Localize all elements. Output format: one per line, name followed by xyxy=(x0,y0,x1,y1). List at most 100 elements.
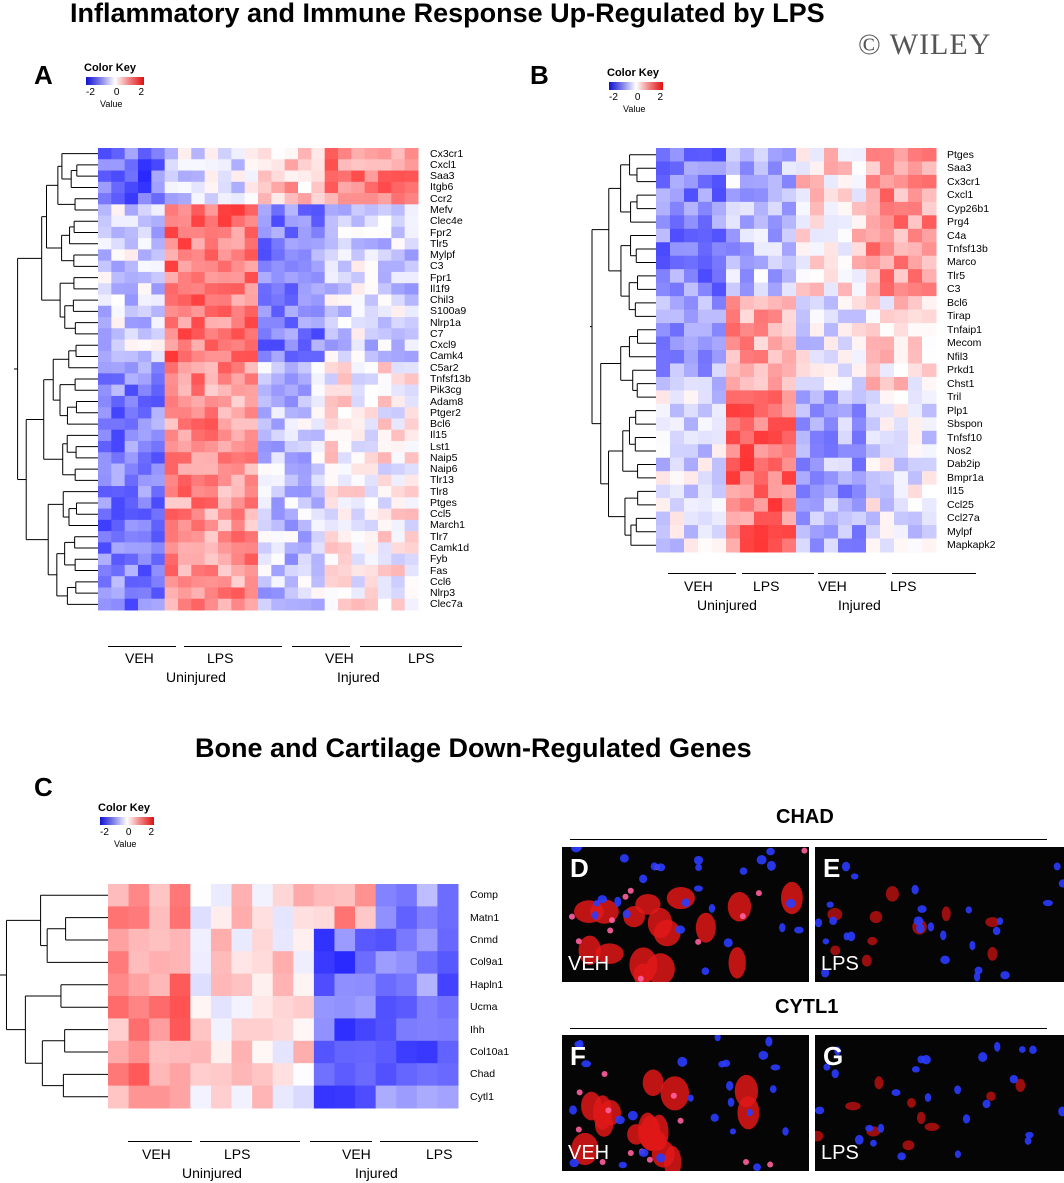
figure-title-top: Inflammatory and Immune Response Up-Regu… xyxy=(70,0,825,28)
gene-label: Ptges xyxy=(430,496,457,509)
heatmap-cell xyxy=(138,553,152,566)
heatmap-cell xyxy=(128,973,150,997)
heatmap-cell xyxy=(768,363,783,378)
heatmap-cell xyxy=(164,159,179,172)
heatmap-cell xyxy=(880,296,895,311)
heatmap-cell xyxy=(740,269,755,284)
cell xyxy=(902,1140,915,1151)
heatmap-cell xyxy=(852,511,867,526)
heatmap-cell xyxy=(218,226,232,239)
heatmap-cell xyxy=(252,1018,274,1042)
heatmap-cell xyxy=(298,429,312,442)
heatmap-cell xyxy=(351,497,366,510)
heatmap-cell xyxy=(151,452,166,465)
heatmap-cell xyxy=(338,463,352,476)
heatmap-cell xyxy=(782,498,797,513)
cell xyxy=(897,1152,906,1161)
heatmap-cell xyxy=(894,336,909,351)
cell xyxy=(841,861,851,872)
heatmap-cell xyxy=(404,226,419,239)
heatmap-cell xyxy=(258,159,272,172)
heatmap-cell xyxy=(324,305,339,318)
heatmap-cell xyxy=(364,373,379,386)
heatmap-cell xyxy=(378,564,392,577)
heatmap-cell xyxy=(880,255,895,270)
heatmap-cell xyxy=(351,317,366,329)
heatmap-cell xyxy=(271,384,286,397)
heatmap-cell xyxy=(298,238,312,250)
heatmap-cell xyxy=(151,440,166,453)
heatmap-cell xyxy=(908,390,923,405)
group-line xyxy=(292,646,350,647)
heatmap-cell xyxy=(838,323,853,338)
heatmap-cell xyxy=(796,350,811,364)
heatmap-cell xyxy=(164,226,179,239)
heatmap-cell xyxy=(908,148,923,162)
heatmap-cell xyxy=(218,249,232,262)
heatmap-cell xyxy=(111,519,126,532)
heatmap-cell xyxy=(271,350,286,363)
cell xyxy=(571,847,582,853)
heatmap-cell xyxy=(324,260,339,273)
heatmap-cell xyxy=(124,339,139,352)
color-key-b: Color Key -2 0 2 Value xyxy=(607,67,669,114)
heatmap-cell xyxy=(151,531,166,543)
heatmap-cell xyxy=(311,159,326,172)
heatmap-cell xyxy=(391,463,406,476)
heatmap-cell xyxy=(351,362,366,374)
heatmap-cell xyxy=(782,269,797,284)
cell xyxy=(619,854,629,863)
heatmap-cell xyxy=(754,161,769,176)
heatmap-cell xyxy=(378,429,392,442)
gene-label: Lst1 xyxy=(430,440,450,453)
cell xyxy=(865,1124,874,1132)
heatmap-cell xyxy=(298,305,312,318)
heatmap-cell xyxy=(894,457,909,472)
heatmap-cell xyxy=(258,226,272,239)
heatmap-cell xyxy=(272,928,294,952)
heatmap-cell xyxy=(378,339,392,352)
heatmap-cell xyxy=(111,170,126,183)
heatmap-cell xyxy=(838,255,853,270)
panel-letter-g: G xyxy=(823,1041,844,1071)
heatmap-cell xyxy=(293,928,315,952)
heatmap-cell xyxy=(204,440,219,453)
heatmap-cell xyxy=(204,260,219,273)
cell xyxy=(622,893,629,900)
cell xyxy=(845,1101,861,1111)
heatmap-cell xyxy=(391,339,406,352)
heatmap-cell xyxy=(866,350,881,364)
heatmap-cell xyxy=(128,951,150,975)
heatmap-cell xyxy=(178,294,192,307)
heatmap-cell xyxy=(258,260,272,273)
gene-label: Tlr7 xyxy=(430,530,449,543)
heatmap-cell xyxy=(284,440,299,453)
heatmap-cell xyxy=(824,511,839,526)
heatmap-cell xyxy=(908,525,923,540)
heatmap-cell xyxy=(338,339,352,352)
heatmap-cell xyxy=(782,403,797,418)
heatmap-cell xyxy=(726,201,741,216)
heatmap-cell xyxy=(272,906,294,930)
heatmap-cell xyxy=(922,430,937,445)
heatmap-cell xyxy=(124,598,139,611)
heatmap-cell xyxy=(824,498,839,513)
condition-veh: VEH xyxy=(568,953,610,975)
heatmap-cell xyxy=(284,159,299,172)
heatmap-cell xyxy=(670,323,685,338)
cell xyxy=(714,1035,721,1042)
cell xyxy=(578,935,601,965)
heatmap-cell xyxy=(880,215,895,230)
heatmap-cell xyxy=(726,350,741,364)
heatmap-cell xyxy=(782,350,797,364)
heatmap-cell xyxy=(908,269,923,284)
heatmap-cell xyxy=(922,215,937,230)
heatmap-cell xyxy=(378,384,392,397)
heatmap-cell xyxy=(364,519,379,532)
heatmap-cell xyxy=(656,457,671,472)
heatmap-cell xyxy=(404,283,419,295)
heatmap-cell xyxy=(698,242,713,257)
heatmap-cell xyxy=(375,906,397,930)
heatmap-cell xyxy=(782,188,797,203)
heatmap-cell xyxy=(204,294,219,307)
